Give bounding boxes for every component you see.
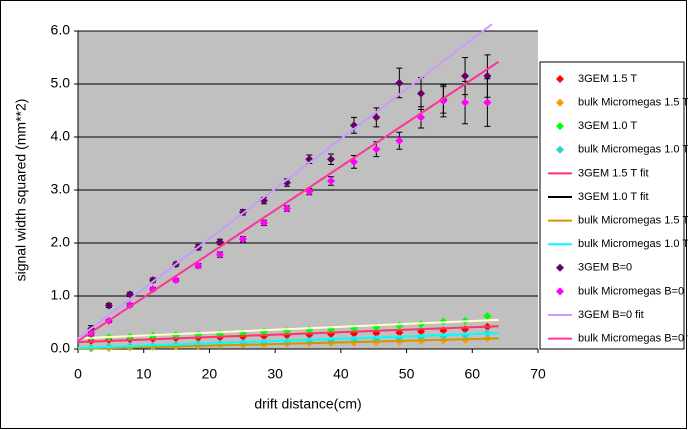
- y-tick-label: 3.0: [51, 181, 71, 197]
- legend-label: 3GEM 1.5 T fit: [578, 167, 649, 179]
- legend-swatch: [556, 98, 564, 107]
- point: [461, 72, 470, 81]
- y-tick-label: 0.0: [51, 340, 71, 356]
- point: [395, 136, 404, 145]
- point: [372, 113, 381, 122]
- legend-label: 3GEM 1.0 T fit: [578, 191, 649, 203]
- fit-line: [77, 318, 499, 340]
- x-tick-label: 60: [464, 366, 480, 382]
- x-tick-label: 0: [74, 366, 82, 382]
- y-tick-label: 2.0: [51, 234, 71, 250]
- legend-label: bulk Micromegas 1.5 T fit: [578, 215, 688, 227]
- point: [483, 98, 492, 107]
- point: [395, 78, 404, 87]
- legend-label: bulk Micromegas B=0 fit: [578, 333, 688, 345]
- point: [327, 176, 335, 185]
- point: [461, 98, 470, 107]
- legend-label: 3GEM 1.0 T: [578, 120, 637, 132]
- x-tick-label: 10: [136, 366, 152, 382]
- legend-label: 3GEM B=0 fit: [578, 309, 644, 321]
- x-axis-title: drift distance(cm): [254, 396, 361, 412]
- x-tick-label: 20: [202, 366, 218, 382]
- point: [417, 89, 426, 98]
- legend-swatch: [556, 75, 564, 83]
- fit-line: [77, 60, 500, 342]
- fit-line: [77, 325, 499, 344]
- legend-entries: 3GEM 1.5 T bulk Micromegas 1.5 T 3GEM 1.0 …: [548, 73, 688, 345]
- legend-label: 3GEM 1.5 T: [578, 73, 637, 85]
- fit-line: [77, 332, 499, 349]
- point: [282, 204, 291, 213]
- point: [104, 301, 113, 310]
- legend-label: bulk Micromegas 1.0 T: [578, 144, 688, 156]
- point: [238, 235, 247, 244]
- y-tick-label: 1.0: [51, 287, 71, 303]
- x-tick-label: 40: [333, 366, 349, 382]
- legend-swatch: [556, 263, 564, 272]
- fit-line: [77, 23, 493, 340]
- legend-label: 3GEM B=0: [578, 262, 632, 274]
- point: [125, 301, 134, 310]
- point: [327, 155, 335, 164]
- legend: [539, 61, 685, 350]
- y-tick-label: 6.0: [51, 22, 71, 38]
- point: [215, 250, 224, 259]
- point: [194, 261, 203, 270]
- legend-label: bulk Micromegas 1.5 T: [578, 97, 688, 109]
- point: [259, 218, 268, 227]
- y-tick-label: 5.0: [51, 75, 71, 91]
- point: [372, 145, 381, 154]
- point: [483, 72, 492, 81]
- x-tick-label: 30: [267, 366, 283, 382]
- legend-swatch: [556, 145, 564, 154]
- x-tick-label: 70: [530, 366, 546, 382]
- point: [215, 237, 224, 246]
- y-axis-title: signal width squared (mm**2): [13, 99, 29, 282]
- x-tick-label: 50: [399, 366, 415, 382]
- legend-label: bulk Micromegas B=0: [578, 285, 684, 297]
- y-tick-label: 4.0: [51, 128, 71, 144]
- legend-label: bulk Micromegas 1.0 T fit: [578, 238, 688, 250]
- point: [483, 312, 492, 321]
- legend-swatch: [556, 122, 564, 131]
- fit-line: [77, 337, 499, 350]
- legend-swatch: [556, 287, 564, 296]
